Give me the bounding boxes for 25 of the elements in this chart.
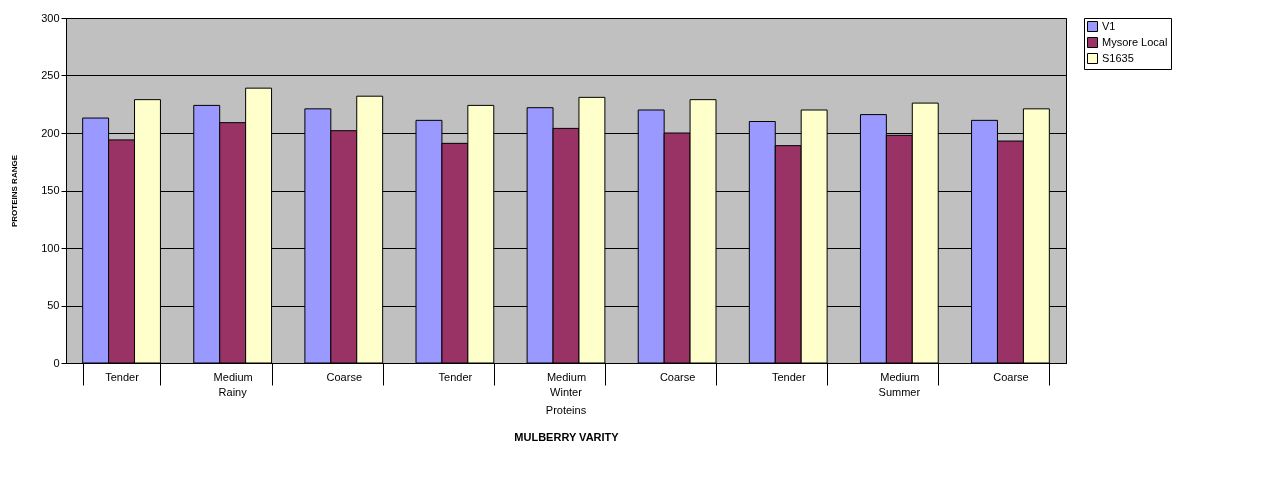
y-axis-title: PROTEINS RANGE <box>10 154 20 228</box>
legend-label: Mysore Local <box>1102 35 1168 48</box>
text: Winter <box>550 386 583 398</box>
x-tick-label: Medium <box>880 370 920 383</box>
y-tick-label: 250 <box>41 69 60 81</box>
legend-label: V1 <box>1102 19 1116 32</box>
text: Proteins <box>545 404 587 416</box>
x-tick-label: Tender <box>105 370 140 383</box>
text: Rainy <box>218 386 248 398</box>
x-tick-label: Tender <box>438 370 473 383</box>
y-tick-label: 200 <box>41 126 60 139</box>
x-axis-title: MULBERRY VARITY <box>514 431 620 443</box>
y-tick-label: 150 <box>41 184 60 196</box>
x-tick-label: Coarse <box>993 370 1029 383</box>
y-tick-label: 300 <box>41 11 60 24</box>
y-tick-label: 0 <box>53 356 60 369</box>
x-tick-label: Coarse <box>659 370 696 383</box>
x-tick-label: Coarse <box>326 370 363 383</box>
x-tick-label: Medium <box>546 370 587 383</box>
x-tick-label: Medium <box>213 370 253 383</box>
y-tick-label: 100 <box>41 241 60 254</box>
y-tick-label: 50 <box>47 299 60 311</box>
text: Summer <box>878 386 921 398</box>
legend-label: S1635 <box>1102 51 1134 64</box>
x-tick-label: Tender <box>771 370 806 383</box>
